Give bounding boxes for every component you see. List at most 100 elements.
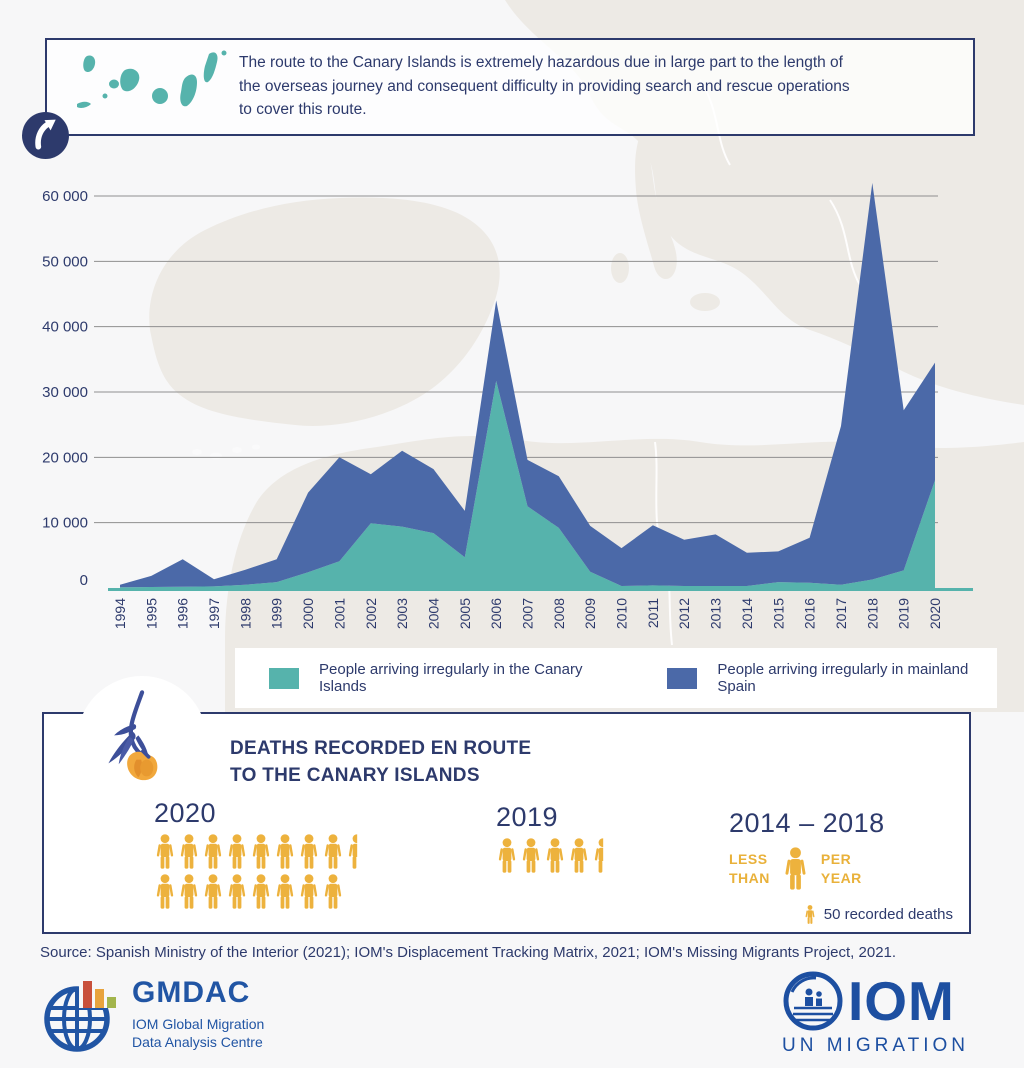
x-axis-tick-label: 2012 [676, 598, 692, 629]
person-icon [154, 834, 176, 869]
legend-item: People arriving irregularly in mainland … [667, 661, 997, 695]
person-icon [226, 834, 248, 869]
iom-logo: IOM UN MIGRATION [782, 970, 986, 1057]
pictogram-key: 50 recorded deaths [804, 905, 953, 924]
x-axis-tick-label: 2000 [300, 598, 316, 629]
deaths-title: DEATHS RECORDED EN ROUTE TO THE CANARY I… [230, 736, 531, 789]
legend-swatch [667, 667, 698, 689]
legend-label: People arriving irregularly in mainland … [717, 661, 969, 695]
map-canary-islet [252, 444, 260, 450]
less-than-row: LESS THAN PER YEAR [729, 847, 885, 890]
person-icon [226, 874, 248, 909]
legend-swatch [269, 667, 299, 689]
y-axis-tick-label: 30 000 [42, 384, 88, 401]
x-axis-tick-label: 2015 [770, 598, 786, 629]
person-icon [298, 834, 320, 869]
gmdac-logo: GMDAC IOM Global Migration Data Analysis… [42, 976, 264, 1054]
deaths-group-2014-2018: 2014 – 2018 LESS THAN PER YEAR [729, 808, 885, 890]
map-border-line [517, 439, 522, 536]
map-iberia [149, 197, 500, 426]
person-icon [250, 874, 272, 909]
deaths-group-2019: 2019 [496, 802, 614, 873]
area-canary-islands [120, 380, 935, 588]
per-year-label: PER YEAR [820, 851, 862, 886]
gmdac-globe-icon [44, 976, 120, 1052]
map-border-line [829, 199, 861, 286]
map-sardinia [611, 253, 629, 283]
x-axis-tick-label: 1998 [237, 598, 253, 629]
person-icon [298, 874, 320, 909]
person-icon [520, 838, 542, 873]
x-axis-tick-label: 2014 [739, 598, 755, 629]
x-axis-tick-label: 2006 [488, 598, 504, 629]
map-canary-islet [232, 447, 242, 453]
person-icon [804, 905, 816, 924]
person-icon [178, 834, 200, 869]
person-icon [250, 834, 272, 869]
x-axis-tick-label: 1996 [175, 598, 191, 629]
x-axis-tick-label: 2018 [864, 598, 880, 629]
x-axis-tick-label: 2001 [331, 598, 347, 629]
y-axis-tick-label: 0 [80, 572, 88, 589]
x-axis-tick-label: 2011 [645, 598, 661, 628]
intro-note-text: The route to the Canary Islands is extre… [239, 54, 850, 119]
x-axis-tick-label: 2007 [520, 598, 536, 629]
person-icon [178, 874, 200, 909]
chart-x-labels: 1994 1995 1996 1997 1998 1999 2000 2001 2002 2003… [112, 598, 943, 629]
map-italy [635, 135, 677, 280]
person-icon [568, 838, 590, 873]
y-axis-tick-label: 10 000 [42, 515, 88, 532]
chart-y-labels: 0 10 000 20 000 30 000 40 000 50 000 60 000 [42, 188, 88, 589]
y-axis-tick-label: 40 000 [42, 319, 88, 336]
deaths-year-label: 2014 – 2018 [729, 808, 885, 838]
pictogram-key-label: 50 recorded deaths [823, 906, 953, 923]
chart-legend: People arriving irregularly in the Canar… [235, 648, 997, 708]
x-axis-tick-label: 2009 [582, 598, 598, 629]
pictogram-row [496, 838, 614, 873]
x-axis-tick-label: 2013 [708, 598, 724, 629]
legend-item: People arriving irregularly in the Canar… [269, 661, 619, 695]
person-icon [274, 834, 296, 869]
wilted-flower-icon [108, 690, 158, 781]
y-axis-tick-label: 20 000 [42, 449, 88, 466]
x-axis-tick-label: 2016 [802, 598, 818, 629]
person-icon [202, 874, 224, 909]
map-canary-islet [192, 449, 202, 455]
iom-emblem-icon [783, 971, 843, 1031]
flower-badge [77, 676, 207, 806]
iom-tagline: UN MIGRATION [782, 1035, 969, 1056]
x-axis-tick-label: 2010 [614, 598, 630, 629]
person-icon [782, 847, 809, 890]
x-axis-tick-label: 1999 [269, 598, 285, 629]
person-icon [322, 834, 344, 869]
x-axis-tick-label: 1997 [206, 598, 222, 629]
x-axis-tick-label: 2017 [833, 598, 849, 629]
x-axis-tick-label: 2004 [425, 598, 441, 629]
legend-label: People arriving irregularly in the Canar… [319, 661, 583, 695]
map-border-line [654, 441, 673, 646]
deaths-panel: DEATHS RECORDED EN ROUTE TO THE CANARY I… [42, 676, 971, 934]
intro-note-box: The route to the Canary Islands is extre… [22, 38, 975, 159]
x-axis-tick-label: 1994 [112, 598, 128, 629]
gmdac-subtitle: IOM Global Migration Data Analysis Centr… [132, 1016, 265, 1051]
deaths-year-label: 2020 [154, 798, 217, 828]
person-icon [202, 834, 224, 869]
deaths-title-line1: DEATHS RECORDED EN ROUTE [230, 738, 532, 759]
x-axis-tick-label: 1995 [143, 598, 159, 629]
chart-gridlines [94, 195, 938, 524]
gmdac-acronym: GMDAC [132, 976, 251, 1009]
gmdac-text: GMDAC IOM Global Migration Data Analysis… [132, 976, 264, 1054]
person-half-icon [346, 834, 368, 869]
pictogram-rows [154, 834, 368, 909]
person-icon [496, 838, 518, 873]
canary-islands-map-icon [77, 50, 227, 108]
map-balearics [424, 325, 440, 335]
map-sicily [690, 293, 720, 311]
x-axis-tick-label: 2003 [394, 598, 410, 629]
x-axis-tick-label: 2002 [363, 598, 379, 629]
x-axis-tick-label: 2019 [896, 598, 912, 629]
y-axis-tick-label: 60 000 [42, 188, 88, 205]
deaths-title-line2: TO THE CANARY ISLANDS [230, 764, 480, 786]
x-axis-tick-label: 2020 [927, 598, 943, 629]
